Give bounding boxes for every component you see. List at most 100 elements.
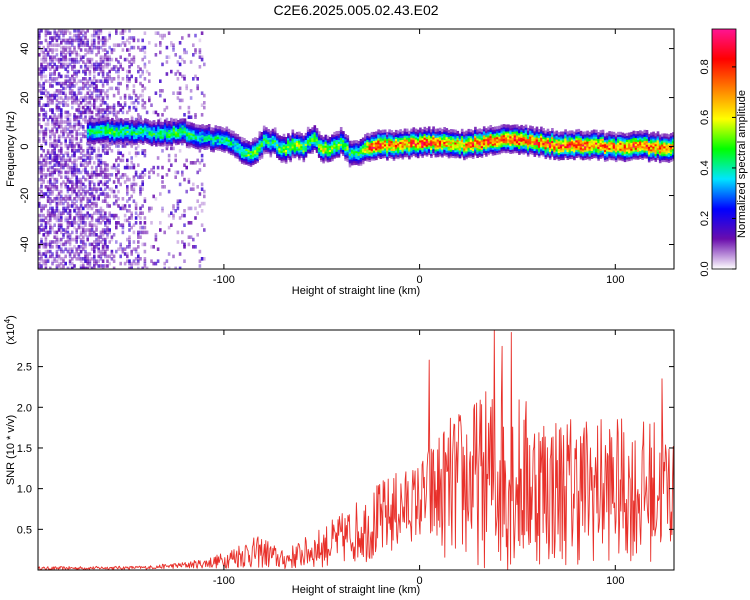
spectrogram-noise-cell: [55, 230, 59, 235]
spectrogram-noise-cell: [108, 105, 111, 110]
spectrogram-noise-cell: [194, 161, 197, 165]
spectrogram-ridge-cell: [225, 136, 229, 140]
spectrogram-ridge-cell: [245, 147, 248, 151]
spectrogram-noise-cell: [51, 185, 54, 189]
spectrogram-noise-cell: [68, 221, 72, 225]
spectrogram-ridge-cell: [313, 140, 317, 145]
spectrogram-ridge-cell: [476, 137, 479, 141]
spectrogram-ridge-cell: [408, 150, 411, 154]
spectrogram-noise-cell: [174, 175, 177, 179]
spectrogram-noise-cell: [44, 67, 48, 71]
spectrogram-ridge-cell: [172, 132, 176, 136]
spectrogram-ridge-cell: [372, 141, 376, 145]
spectrogram-noise-cell: [77, 108, 81, 112]
spectrogram-noise-cell: [97, 110, 100, 115]
spectrogram-ridge-cell: [130, 120, 134, 124]
spectrogram-noise-cell: [55, 201, 59, 206]
spectrogram-ridge-cell: [289, 159, 292, 163]
spectrogram-ridge-cell: [339, 148, 343, 152]
spectrogram-ridge-cell: [262, 129, 266, 133]
spectrogram-ridge-cell: [414, 144, 418, 148]
spectrogram-ridge-cell: [493, 144, 497, 148]
spectrogram-noise-cell: [86, 101, 89, 105]
spectrogram-noise-cell: [79, 225, 83, 230]
spectrogram-noise-cell: [82, 38, 85, 43]
spectrogram-ridge-cell: [150, 133, 154, 137]
spectrogram-noise-cell: [108, 55, 111, 59]
spectrogram-ridge-cell: [394, 143, 398, 147]
spectrogram-ridge-cell: [181, 120, 185, 124]
spectrogram-ridge-cell: [388, 131, 391, 135]
spectrogram-ridge-cell: [401, 156, 405, 160]
spectrogram-noise-cell: [62, 158, 65, 163]
spectrogram-ridge-cell: [480, 146, 484, 150]
spectrogram-noise-cell: [77, 53, 81, 57]
spectrogram-ridge-cell: [302, 153, 306, 157]
spectrogram-noise-cell: [99, 57, 103, 62]
spectrogram-noise-cell: [75, 55, 78, 59]
spectrogram-ridge-cell: [401, 142, 405, 146]
spectrogram-ridge-cell: [480, 144, 484, 148]
spectrogram-ridge-cell: [320, 144, 323, 149]
spectrogram-ridge-cell: [427, 140, 431, 144]
spectrogram-ridge-cell: [504, 126, 508, 130]
spectrogram-ridge-cell: [137, 118, 141, 122]
spectrogram-ridge-cell: [487, 128, 490, 132]
spectrogram-noise-cell: [139, 230, 142, 235]
spectrogram-noise-cell: [57, 201, 61, 206]
spectrogram-noise-cell: [55, 153, 59, 158]
spectrogram-ridge-cell: [443, 132, 446, 137]
spectrogram-noise-cell: [49, 115, 52, 119]
spectrogram-ridge-cell: [346, 147, 350, 151]
spectrogram-noise-cell: [159, 117, 162, 122]
spectrogram-noise-cell: [119, 242, 122, 247]
spectrogram-noise-cell: [73, 165, 76, 170]
spectrogram-ridge-cell: [507, 124, 510, 128]
spectrogram-ridge-cell: [408, 146, 411, 150]
spectrogram-ridge-cell: [170, 131, 174, 135]
spectrogram-ridge-cell: [469, 144, 473, 148]
spectrogram-ridge-cell: [449, 134, 453, 139]
spectrogram-ridge-cell: [469, 138, 473, 143]
spectrogram-noise-cell: [71, 105, 74, 110]
spectrogram-noise-cell: [95, 237, 98, 242]
spectrogram-ridge-cell: [392, 138, 396, 142]
spectrogram-ridge-cell: [93, 125, 97, 129]
spectrogram-noise-cell: [106, 108, 109, 112]
spectrogram-noise-cell: [44, 259, 48, 263]
spectrogram-ridge-cell: [243, 159, 246, 163]
spectrogram-noise-cell: [128, 197, 131, 201]
spectrogram-noise-cell: [139, 74, 142, 79]
spectrogram-ridge-cell: [287, 152, 290, 156]
spectrogram-ridge-cell: [300, 135, 303, 139]
spectrogram-ridge-cell: [348, 142, 352, 146]
spectrogram-noise-cell: [64, 261, 67, 266]
spectrogram-ridge-cell: [498, 131, 501, 135]
spectrogram-noise-cell: [93, 38, 96, 43]
spectrogram-ridge-cell: [148, 141, 152, 146]
spectrogram-ridge-cell: [498, 151, 501, 155]
spectrogram-noise-cell: [44, 230, 48, 235]
spectrogram-noise-cell: [53, 259, 56, 263]
spectrogram-ridge-cell: [306, 142, 310, 146]
spectrogram-ridge-cell: [346, 152, 350, 157]
spectrogram-ridge-cell: [122, 123, 125, 127]
spectrogram-ridge-cell: [273, 145, 277, 149]
spectrogram-noise-cell: [130, 185, 133, 189]
spectrogram-noise-cell: [42, 55, 45, 59]
spectrogram-ridge-cell: [469, 148, 473, 152]
spectrogram-noise-cell: [176, 69, 180, 74]
spectrogram-ridge-cell: [405, 132, 409, 136]
spectrogram-noise-cell: [82, 81, 85, 86]
spectrogram-ridge-cell: [122, 141, 125, 145]
spectrogram-noise-cell: [60, 151, 63, 155]
spectrogram-ridge-cell: [504, 132, 508, 136]
spectrogram-noise-cell: [106, 175, 109, 179]
spectrogram-ridge-cell: [423, 150, 427, 154]
spectrogram-ridge-cell: [188, 143, 191, 147]
spectrogram-noise-cell: [53, 93, 56, 98]
spectrogram-noise-cell: [64, 125, 67, 129]
spectrogram-noise-cell: [46, 187, 50, 191]
spectrogram-ridge-cell: [295, 153, 299, 157]
spectrogram-noise-cell: [57, 29, 61, 33]
